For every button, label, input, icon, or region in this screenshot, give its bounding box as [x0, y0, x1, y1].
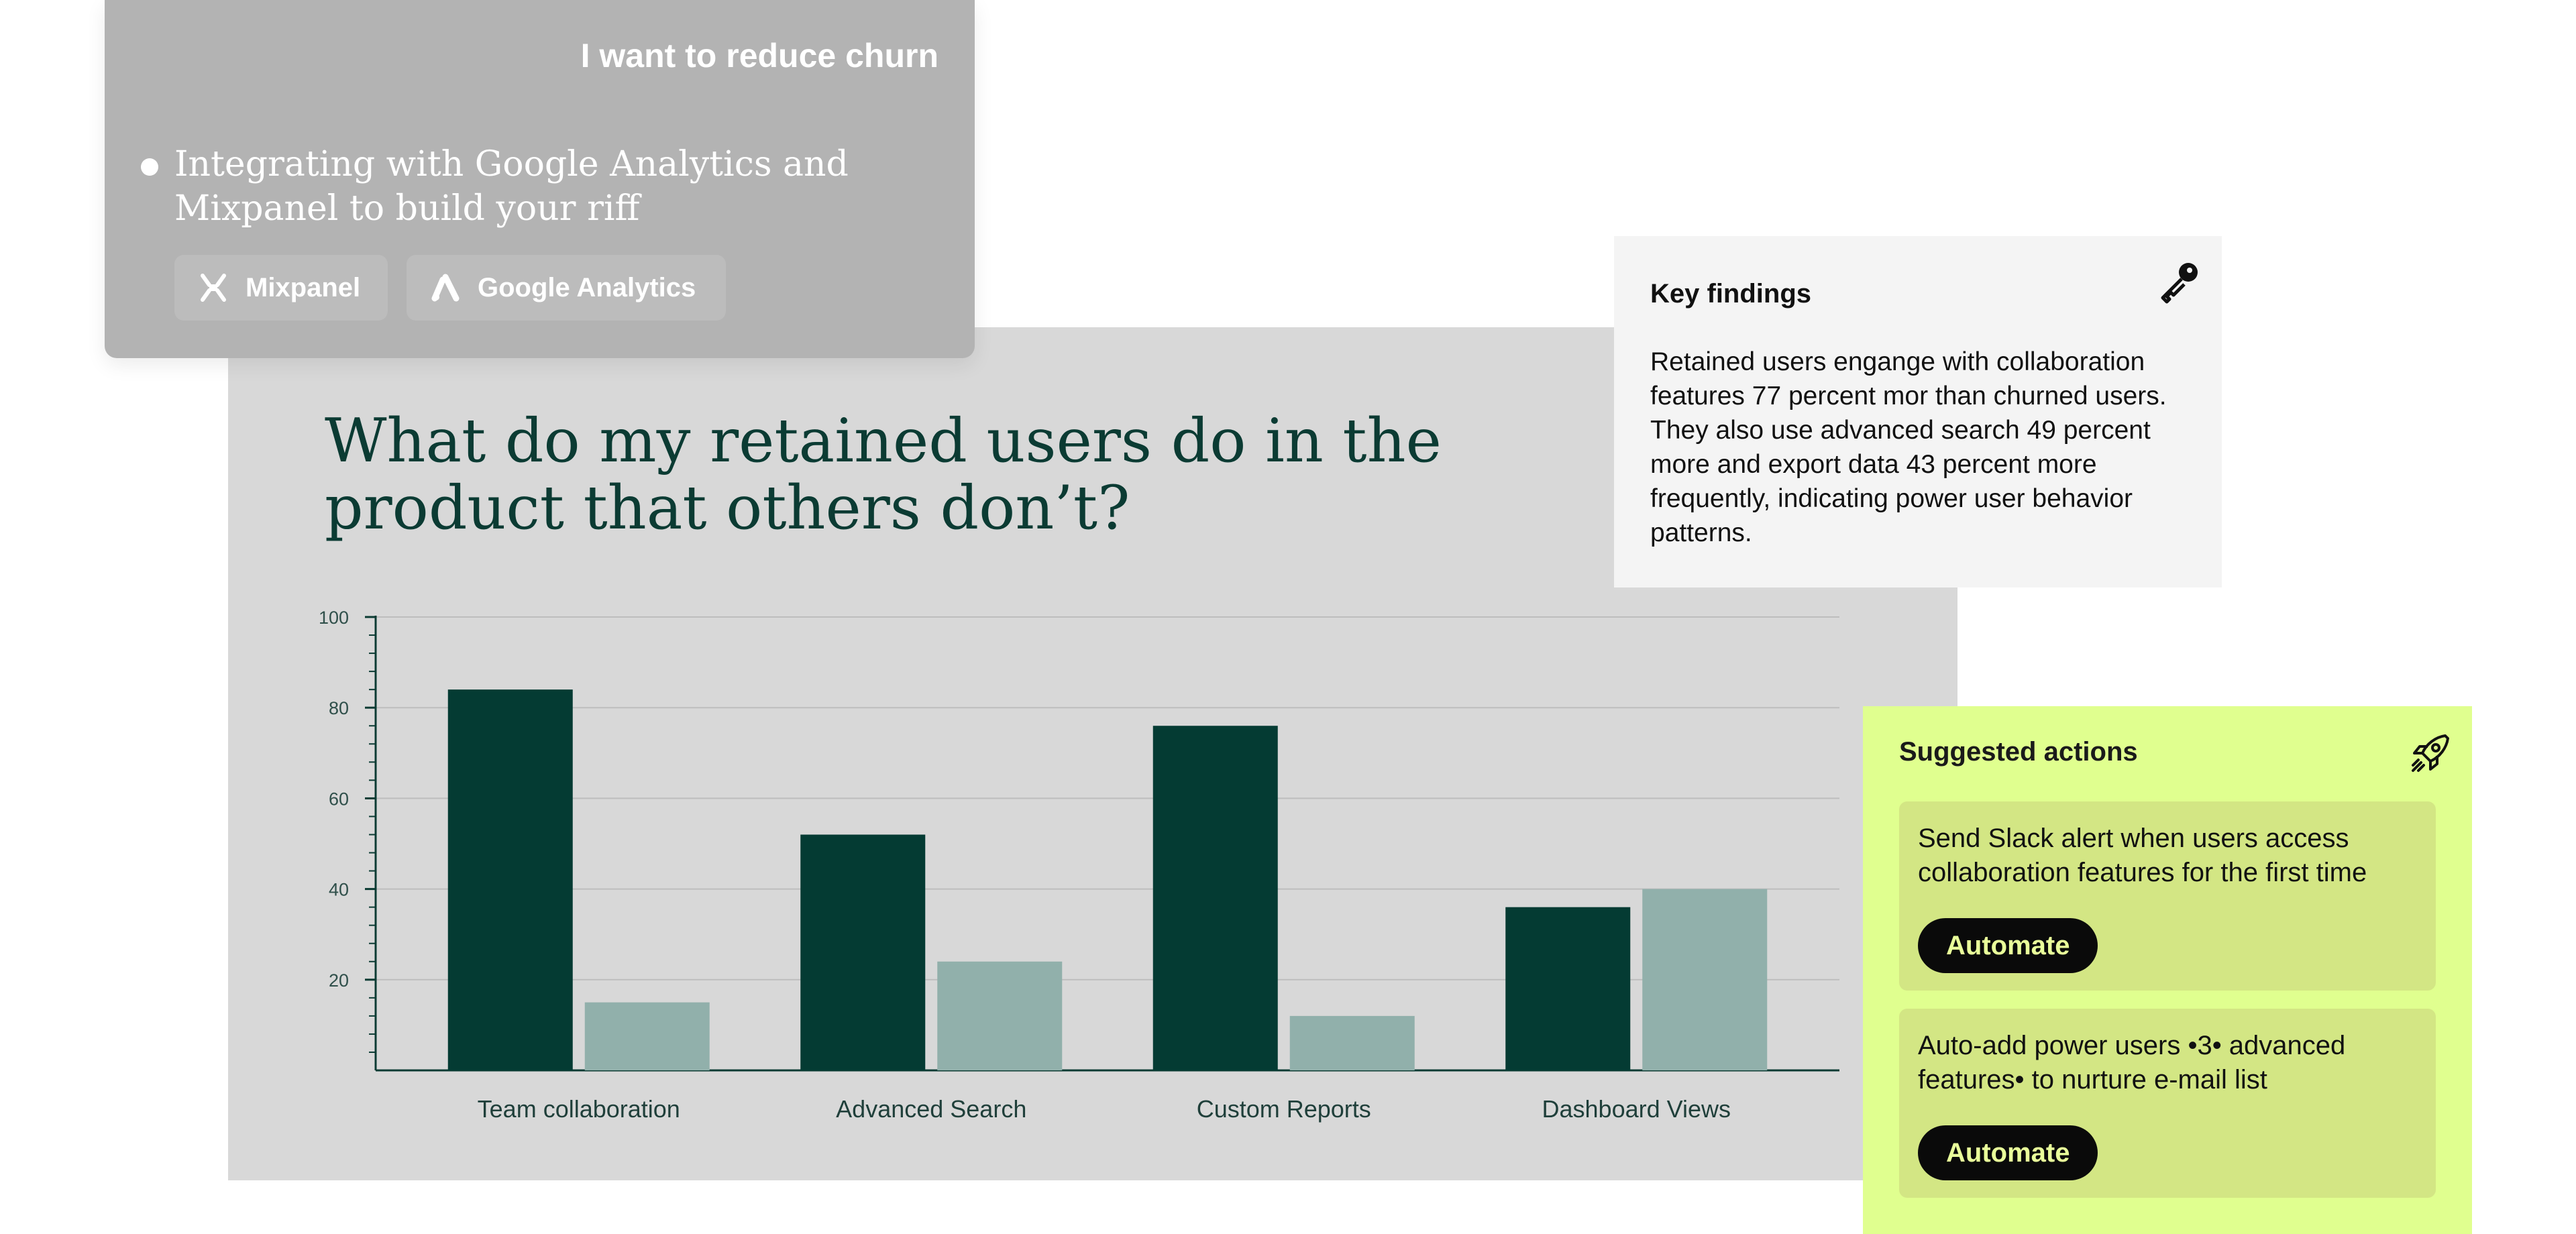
- status-text: Integrating with Google Analytics and Mi…: [174, 144, 849, 229]
- google-analytics-icon: [431, 273, 460, 302]
- y-tick-label: 80: [329, 698, 349, 718]
- bar-2: [1289, 1015, 1415, 1070]
- status-bullet: [141, 158, 158, 176]
- chart-heading: What do my retained users do in the prod…: [325, 406, 1442, 543]
- google-analytics-label: Google Analytics: [478, 272, 696, 302]
- bar-2: [584, 1002, 710, 1070]
- action-item: Auto-add power users •3• advanced featur…: [1899, 1009, 2436, 1198]
- action-item: Send Slack alert when users access colla…: [1899, 801, 2436, 991]
- key-findings-card: Key findings Retained users engange with…: [1614, 236, 2222, 587]
- mixpanel-icon: [199, 273, 228, 302]
- x-tick-label: Dashboard Views: [1542, 1095, 1731, 1123]
- rocket-icon: [2406, 730, 2453, 777]
- x-tick-label: Advanced Search: [836, 1095, 1026, 1123]
- prompt-card: I want to reduce churn Integrating with …: [105, 0, 975, 358]
- key-icon: [2155, 259, 2202, 306]
- bar-1: [1505, 907, 1631, 1070]
- y-tick-label: 20: [329, 970, 349, 991]
- y-tick-label: 100: [319, 608, 349, 628]
- automate-button[interactable]: Automate: [1918, 1125, 2098, 1180]
- findings-title: Key findings: [1650, 279, 1812, 308]
- findings-text: Retained users engange with collaboratio…: [1650, 347, 2167, 547]
- automate-button[interactable]: Automate: [1918, 918, 2098, 973]
- actions-title: Suggested actions: [1899, 737, 2138, 767]
- bar-1: [447, 689, 573, 1070]
- prompt-title: I want to reduce churn: [580, 37, 938, 74]
- mixpanel-label: Mixpanel: [246, 272, 361, 302]
- bar-1: [800, 834, 926, 1070]
- bar-1: [1152, 726, 1278, 1070]
- mixpanel-chip[interactable]: Mixpanel: [174, 255, 388, 321]
- bar-2: [1642, 889, 1768, 1070]
- x-tick-label: Custom Reports: [1197, 1095, 1371, 1123]
- bar-2: [937, 961, 1063, 1070]
- action-text: Auto-add power users •3• advanced featur…: [1918, 1031, 2346, 1095]
- y-tick-label: 60: [329, 789, 349, 809]
- x-tick-label: Team collaboration: [478, 1095, 680, 1123]
- bar-chart: 100 80 60 40 20 Team collaboration Advanced Se…: [319, 608, 1839, 1123]
- google-analytics-chip[interactable]: Google Analytics: [407, 255, 726, 321]
- y-tick-label: 40: [329, 880, 349, 900]
- action-text: Send Slack alert when users access colla…: [1918, 824, 2367, 887]
- suggested-actions-card: Suggested actions Send Slack alert when …: [1863, 706, 2472, 1234]
